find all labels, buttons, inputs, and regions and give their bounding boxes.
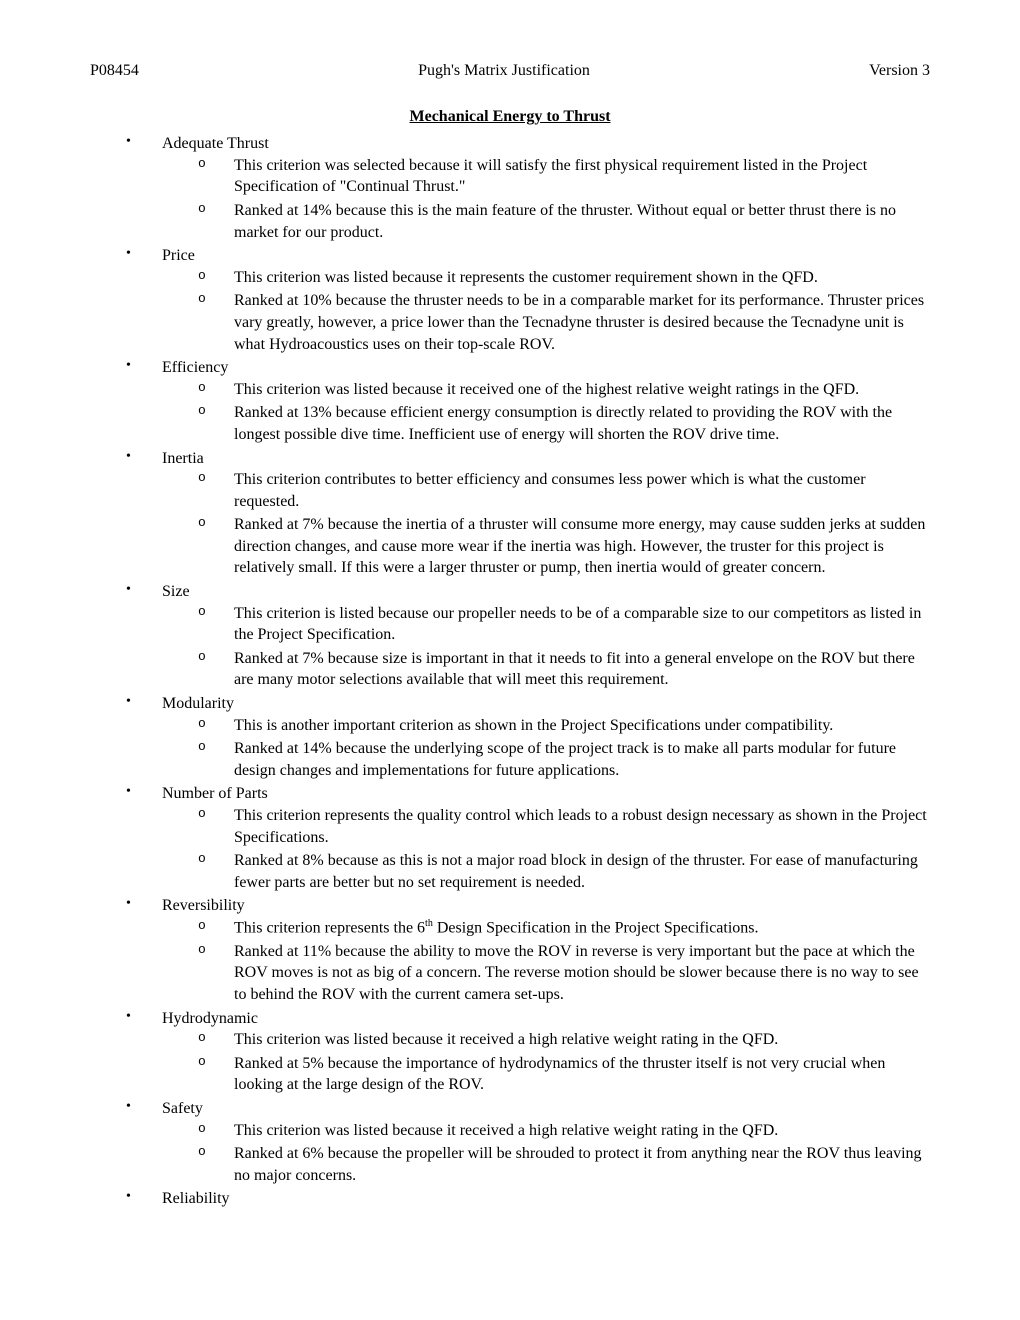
criterion-name: Reversibility <box>162 897 245 914</box>
criterion-point: Ranked at 13% because efficient energy c… <box>198 402 930 445</box>
criterion-points: This criterion was selected because it w… <box>162 155 930 243</box>
criterion-point: Ranked at 11% because the ability to mov… <box>198 941 930 1006</box>
criterion-points: This is another important criterion as s… <box>162 715 930 782</box>
criterion-points: This criterion was listed because it rec… <box>162 1120 930 1187</box>
criterion-points: This criterion represents the 6th Design… <box>162 917 930 1006</box>
criterion-point: This is another important criterion as s… <box>198 715 930 737</box>
criterion-name: Safety <box>162 1100 203 1117</box>
criterion-point: This criterion was listed because it rec… <box>198 379 930 401</box>
criterion-name: Modularity <box>162 695 234 712</box>
criterion-item: Size This criterion is listed because our… <box>126 581 930 691</box>
criterion-point: This criterion contributes to better eff… <box>198 469 930 512</box>
criterion-item: Number of Parts This criterion represents… <box>126 783 930 893</box>
criterion-name: Hydrodynamic <box>162 1010 258 1027</box>
criterion-point: Ranked at 5% because the importance of h… <box>198 1053 930 1096</box>
criterion-item: Hydrodynamic This criterion was listed be… <box>126 1008 930 1096</box>
criterion-point: Ranked at 7% because size is important i… <box>198 648 930 691</box>
criterion-point: Ranked at 14% because the underlying sco… <box>198 738 930 781</box>
criterion-item: Reliability <box>126 1188 930 1210</box>
criterion-point: Ranked at 8% because as this is not a ma… <box>198 850 930 893</box>
criterion-points: This criterion represents the quality co… <box>162 805 930 893</box>
criterion-point: This criterion was listed because it rec… <box>198 1029 930 1051</box>
criterion-point: This criterion was listed because it rec… <box>198 1120 930 1142</box>
criterion-point: Ranked at 14% because this is the main f… <box>198 200 930 243</box>
criterion-name: Size <box>162 583 190 600</box>
criterion-name: Adequate Thrust <box>162 135 269 152</box>
criterion-point: This criterion represents the 6th Design… <box>198 917 930 939</box>
criterion-name: Efficiency <box>162 359 228 376</box>
criterion-name: Inertia <box>162 450 204 467</box>
criterion-points: This criterion was listed because it rep… <box>162 267 930 355</box>
criterion-item: Modularity This is another important crit… <box>126 693 930 781</box>
criterion-point: This criterion is listed because our pro… <box>198 603 930 646</box>
criteria-list: Adequate Thrust This criterion was select… <box>90 133 930 1210</box>
criterion-point: Ranked at 6% because the propeller will … <box>198 1143 930 1186</box>
header-left: P08454 <box>90 60 139 82</box>
criterion-item: Safety This criterion was listed because … <box>126 1098 930 1186</box>
criterion-points: This criterion contributes to better eff… <box>162 469 930 579</box>
criterion-points: This criterion was listed because it rec… <box>162 379 930 446</box>
header-center: Pugh's Matrix Justification <box>418 60 590 82</box>
criterion-name: Number of Parts <box>162 785 268 802</box>
criterion-points: This criterion is listed because our pro… <box>162 603 930 691</box>
criterion-name: Reliability <box>162 1190 230 1207</box>
criterion-point: This criterion was selected because it w… <box>198 155 930 198</box>
section-title: Mechanical Energy to Thrust <box>90 106 930 128</box>
criterion-item: Inertia This criterion contributes to bet… <box>126 448 930 580</box>
criterion-points: This criterion was listed because it rec… <box>162 1029 930 1096</box>
header-right: Version 3 <box>869 60 930 82</box>
criterion-item: Efficiency This criterion was listed beca… <box>126 357 930 445</box>
criterion-point: This criterion represents the quality co… <box>198 805 930 848</box>
criterion-item: PriceThis criterion was listed because i… <box>126 245 930 355</box>
criterion-name: Price <box>162 247 195 264</box>
criterion-item: Adequate Thrust This criterion was select… <box>126 133 930 243</box>
criterion-point: Ranked at 7% because the inertia of a th… <box>198 514 930 579</box>
criterion-point: This criterion was listed because it rep… <box>198 267 930 289</box>
document-header: P08454 Pugh's Matrix Justification Versi… <box>90 60 930 82</box>
criterion-item: Reversibility This criterion represents t… <box>126 895 930 1005</box>
criterion-point: Ranked at 10% because the thruster needs… <box>198 290 930 355</box>
